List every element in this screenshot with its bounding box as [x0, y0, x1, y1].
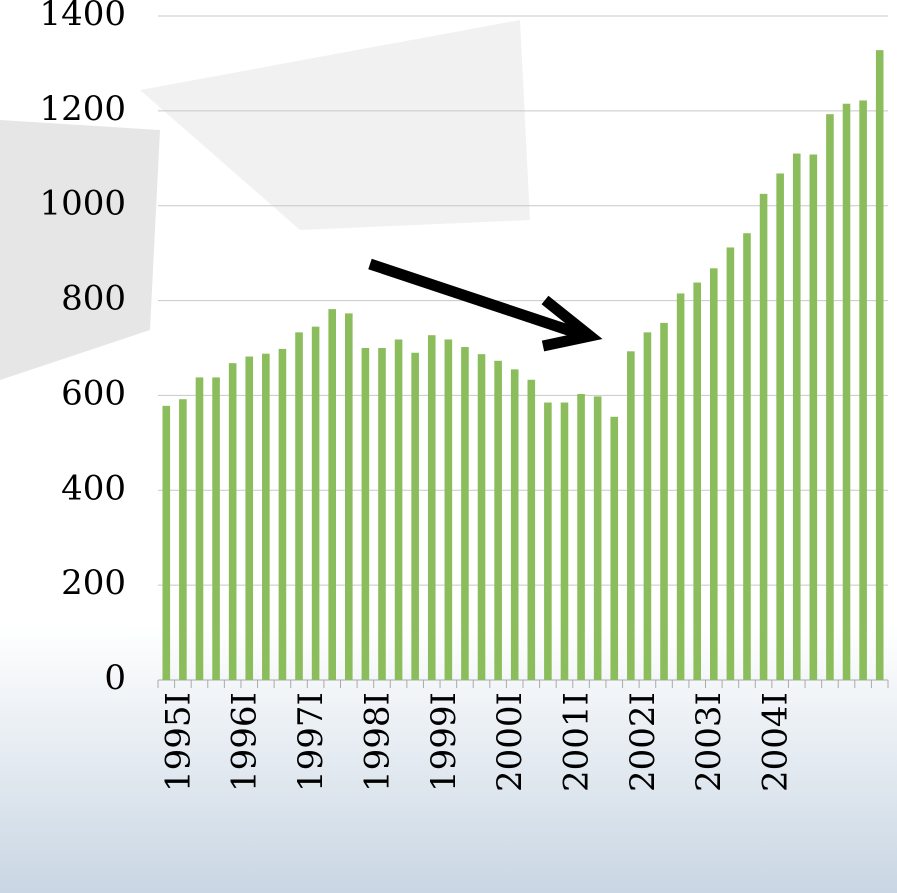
bar: [842, 103, 851, 680]
bar: [477, 354, 486, 680]
bar: [444, 339, 453, 680]
bar: [378, 348, 386, 680]
watermark-shape: [0, 120, 160, 380]
y-tick-label: 800: [61, 279, 126, 319]
y-tick-label: 0: [104, 658, 126, 698]
bar: [228, 363, 237, 680]
bar: [776, 173, 784, 680]
bar: [195, 377, 204, 680]
y-tick-label: 200: [61, 563, 126, 603]
bar: [494, 360, 502, 680]
bar: [510, 369, 519, 680]
x-tick-label: 2004I: [756, 692, 796, 792]
bar: [759, 193, 768, 680]
bar: [693, 282, 702, 680]
bar: [162, 405, 171, 680]
x-tick-label: 2002I: [623, 692, 663, 792]
bar: [394, 339, 403, 680]
x-tick-label: 2001I: [556, 692, 596, 792]
plot-area: 0 200 400 600 800 1000 1200 1400 1995I 1996I 1997I…: [39, 0, 889, 792]
bar: [859, 100, 867, 681]
bar: [643, 332, 652, 680]
bar: [328, 309, 337, 680]
arrow: [368, 258, 603, 352]
bar: [361, 348, 370, 680]
y-tick-label: 400: [61, 468, 126, 508]
bar: [278, 348, 287, 680]
x-tick-label: 1997I: [291, 692, 331, 792]
bar: [792, 153, 801, 681]
bar: [660, 322, 668, 680]
bar: [809, 154, 818, 680]
bar: [311, 326, 320, 680]
bar: [577, 394, 585, 680]
bar: [262, 353, 270, 680]
x-tick-label: 1996I: [225, 692, 265, 792]
bar: [627, 351, 635, 680]
x-tick-label: 1999I: [424, 692, 464, 792]
y-tick-label: 600: [61, 373, 126, 413]
y-tick-label: 1400: [39, 0, 126, 34]
bar: [743, 233, 751, 681]
x-tick-label: 2003I: [689, 692, 729, 792]
arrow-head: [541, 295, 603, 352]
bar: [593, 396, 602, 680]
bar: [676, 293, 685, 680]
x-tick-label: 1995I: [158, 692, 198, 792]
bar: [826, 114, 834, 681]
bar: [610, 416, 619, 680]
y-tick-label: 1000: [39, 184, 126, 224]
bar: [411, 352, 419, 680]
watermark-shape: [140, 20, 530, 230]
y-tick-label: 1200: [39, 89, 126, 129]
bar: [726, 247, 735, 681]
bar: [245, 356, 254, 680]
arrow-shaft: [368, 258, 582, 340]
bar: [295, 332, 303, 680]
bar: [427, 335, 436, 680]
bar: [527, 379, 536, 680]
x-tick-label: 1998I: [357, 692, 397, 792]
bar: [560, 402, 569, 680]
x-tick-label: 2000I: [490, 692, 530, 792]
bar: [179, 399, 187, 680]
bar: [344, 313, 353, 680]
bar: [461, 347, 469, 680]
bar: [875, 50, 884, 681]
bar: [544, 402, 552, 680]
bar: [709, 268, 718, 680]
bar: [212, 377, 220, 680]
